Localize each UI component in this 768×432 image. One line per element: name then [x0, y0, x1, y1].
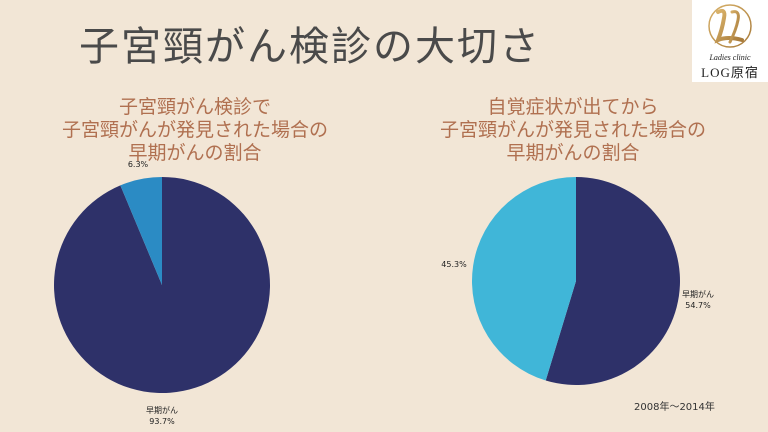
pie-slice [472, 177, 576, 381]
right-chart-title-line: 子宮頸がんが発見された場合の [439, 119, 706, 141]
left-chart-title: 子宮頸がん検診で 子宮頸がんが発見された場合の 早期がんの割合 [30, 96, 360, 165]
slice-value-label: 54.7% [685, 301, 711, 310]
slice-label: 早期がん [146, 405, 178, 415]
clinic-logo: Ladies clinic LOG原宿 [692, 0, 768, 82]
left-chart-title-line: 子宮頸がんが発見された場合の [61, 119, 328, 141]
left-pie-chart: 早期がん 93.7% 6.3% [53, 160, 270, 426]
logo-name: LOG原宿 [701, 65, 759, 80]
logo-emblem-icon [708, 4, 752, 48]
right-chart-title-line: 早期がんの割合 [506, 142, 640, 164]
left-chart-title-line: 早期がんの割合 [128, 142, 262, 164]
slice-label: 早期がん [682, 289, 714, 299]
slice-value-label: 45.3% [441, 260, 467, 269]
pie-slice [545, 177, 680, 386]
slice-value-label: 6.3% [128, 160, 149, 169]
left-chart-title-line: 子宮頸がん検診で [118, 96, 271, 118]
pie-slice [120, 177, 162, 285]
right-chart-title: 自覚症状が出てから 子宮頸がんが発見された場合の 早期がんの割合 [408, 96, 738, 165]
page-title: 子宮頸がん検診の大切さ [79, 24, 541, 70]
logo-subtitle: Ladies clinic [709, 53, 751, 62]
right-chart-title-line: 自覚症状が出てから [487, 96, 659, 118]
right-pie-chart: 早期がん 54.7% 45.3% [441, 177, 714, 386]
slice-value-label: 93.7% [149, 417, 175, 426]
period-footnote: 2008年～2014年 [634, 402, 715, 413]
